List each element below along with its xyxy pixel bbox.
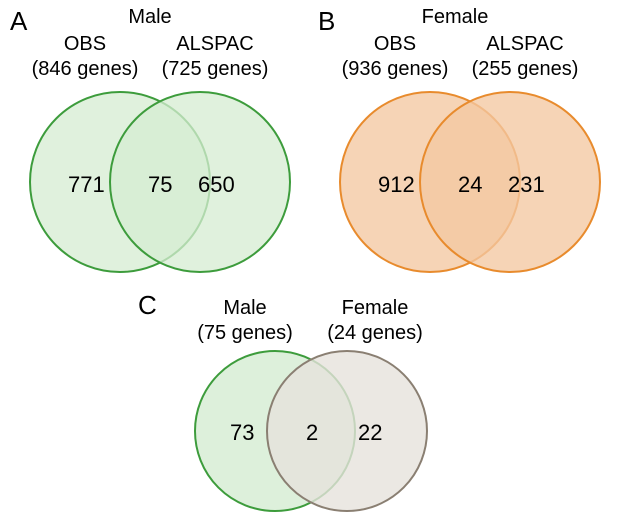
panel-b-right-header-line2: (255 genes) <box>472 57 579 82</box>
panel-letter-b: B <box>318 6 335 37</box>
panel-a-right-header-line1: ALSPAC <box>162 32 269 57</box>
panel-a-right-header-line2: (725 genes) <box>162 57 269 82</box>
panel-b-right-header-line1: ALSPAC <box>472 32 579 57</box>
panel-a-left-only: 771 <box>68 172 105 198</box>
panel-b-right-only: 231 <box>508 172 545 198</box>
panel-c-right-header-line1: Female <box>327 296 423 321</box>
panel-c-left-header-line2: (75 genes) <box>197 321 293 346</box>
panel-c-left-header-line1: Male <box>197 296 293 321</box>
panel-letter-a: A <box>10 6 27 37</box>
panel-c-right-only: 22 <box>358 420 382 446</box>
panel-b-left-only: 912 <box>378 172 415 198</box>
panel-b-left-header-line2: (936 genes) <box>342 57 449 82</box>
panel-b-left-header-line1: OBS <box>342 32 449 57</box>
panel-letter-c: C <box>138 290 157 321</box>
panel-c-intersection: 2 <box>306 420 318 446</box>
panel-b-intersection: 24 <box>458 172 482 198</box>
panel-c-left-only: 73 <box>230 420 254 446</box>
panel-title-b: Female <box>422 6 489 29</box>
panel-c-right-header: Female (24 genes) <box>327 296 423 346</box>
panel-c-right-header-line2: (24 genes) <box>327 321 423 346</box>
panel-a-left-header-line2: (846 genes) <box>32 57 139 82</box>
panel-a-left-header-line1: OBS <box>32 32 139 57</box>
panel-c-left-header: Male (75 genes) <box>197 296 293 346</box>
panel-b-right-header: ALSPAC (255 genes) <box>472 32 579 82</box>
panel-title-a: Male <box>128 6 171 29</box>
panel-a-intersection: 75 <box>148 172 172 198</box>
venn-c <box>175 346 465 516</box>
figure: A Male OBS (846 genes) ALSPAC (725 genes… <box>0 0 625 517</box>
panel-a-right-header: ALSPAC (725 genes) <box>162 32 269 82</box>
panel-a-right-only: 650 <box>198 172 235 198</box>
panel-a-left-header: OBS (846 genes) <box>32 32 139 82</box>
panel-b-left-header: OBS (936 genes) <box>342 32 449 82</box>
